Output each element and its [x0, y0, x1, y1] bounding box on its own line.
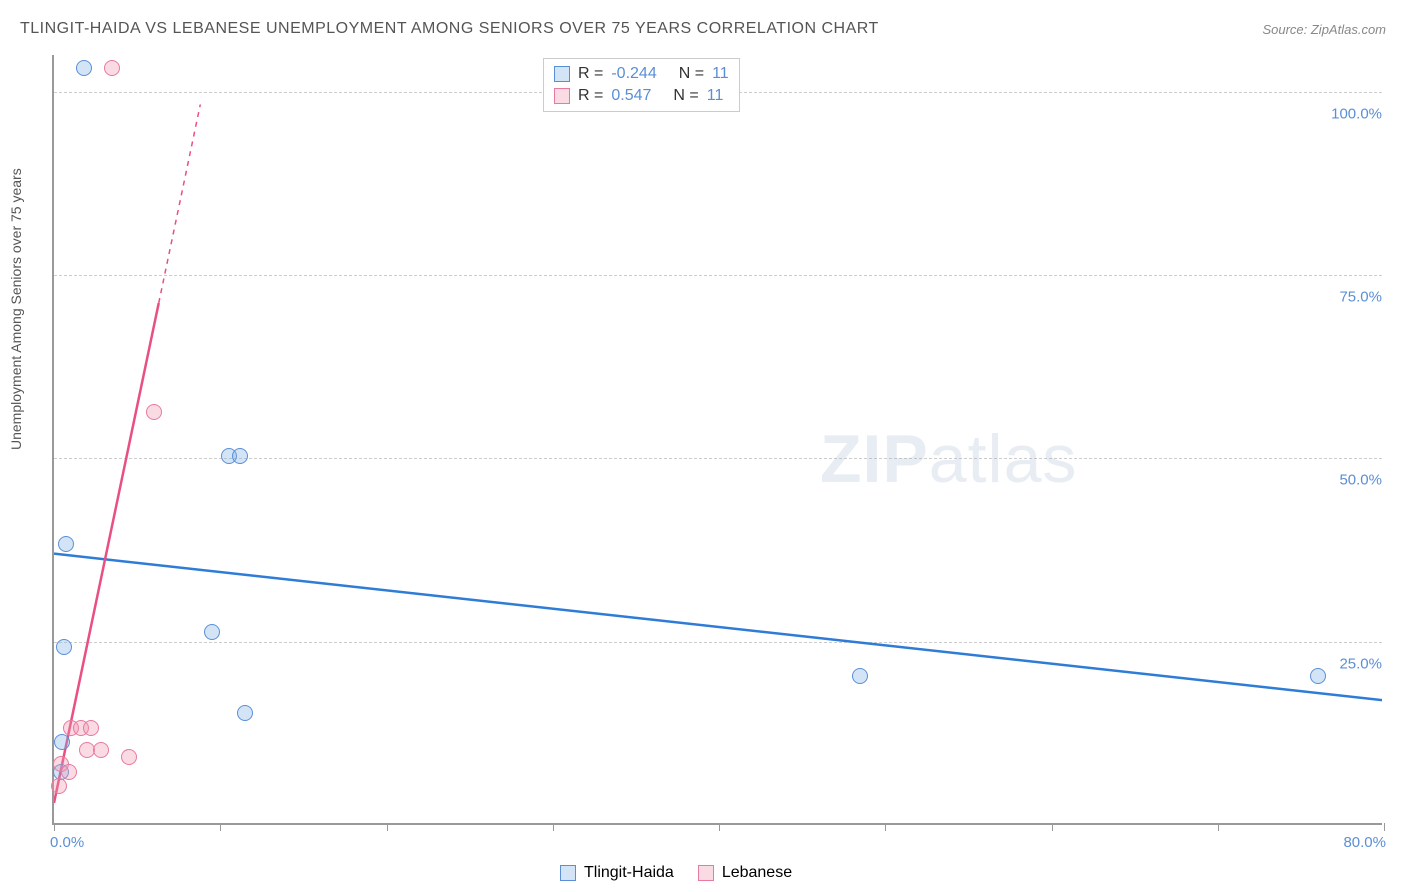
x-tick [719, 823, 720, 831]
x-tick [54, 823, 55, 831]
n-label: N = [679, 65, 704, 83]
data-point [852, 668, 868, 684]
n-label: N = [673, 87, 698, 105]
correlation-legend: R = -0.244 N = 11 R = 0.547 N = 11 [543, 58, 740, 112]
x-tick [387, 823, 388, 831]
y-tick-label: 75.0% [1337, 289, 1384, 306]
x-tick [553, 823, 554, 831]
data-point [146, 404, 162, 420]
data-point [83, 720, 99, 736]
plot-area: 25.0%50.0%75.0%100.0%0.0%80.0% [52, 55, 1382, 825]
legend-label: Lebanese [722, 864, 792, 882]
legend-swatch [698, 865, 714, 881]
data-point [58, 536, 74, 552]
x-tick [220, 823, 221, 831]
data-point [61, 764, 77, 780]
n-value: 11 [707, 87, 724, 105]
y-tick-label: 100.0% [1329, 105, 1384, 122]
legend-swatch [554, 88, 570, 104]
r-label: R = [578, 65, 603, 83]
x-tick [885, 823, 886, 831]
x-tick-label: 80.0% [1343, 834, 1386, 851]
y-tick-label: 25.0% [1337, 655, 1384, 672]
data-point [104, 60, 120, 76]
data-point [237, 705, 253, 721]
legend-swatch [560, 865, 576, 881]
data-point [54, 734, 70, 750]
data-point [232, 448, 248, 464]
legend-row: R = 0.547 N = 11 [554, 85, 729, 107]
data-point [51, 778, 67, 794]
gridline [54, 458, 1382, 459]
data-point [204, 624, 220, 640]
legend-item: Tlingit-Haida [560, 864, 674, 882]
series-legend: Tlingit-Haida Lebanese [560, 864, 792, 882]
data-point [56, 639, 72, 655]
r-value: -0.244 [611, 65, 656, 83]
r-value: 0.547 [611, 87, 651, 105]
y-axis-label: Unemployment Among Seniors over 75 years [8, 168, 24, 450]
gridline [54, 642, 1382, 643]
x-tick-label: 0.0% [50, 834, 84, 851]
legend-label: Tlingit-Haida [584, 864, 674, 882]
legend-swatch [554, 66, 570, 82]
r-label: R = [578, 87, 603, 105]
data-point [121, 749, 137, 765]
data-point [76, 60, 92, 76]
legend-row: R = -0.244 N = 11 [554, 63, 729, 85]
source-attribution: Source: ZipAtlas.com [1262, 22, 1386, 37]
data-point [93, 742, 109, 758]
x-tick [1052, 823, 1053, 831]
gridline [54, 275, 1382, 276]
legend-item: Lebanese [698, 864, 792, 882]
chart-title: TLINGIT-HAIDA VS LEBANESE UNEMPLOYMENT A… [20, 20, 879, 38]
x-tick [1218, 823, 1219, 831]
trend-lines [54, 55, 1382, 823]
x-tick [1384, 823, 1385, 831]
data-point [1310, 668, 1326, 684]
y-tick-label: 50.0% [1337, 472, 1384, 489]
n-value: 11 [712, 65, 729, 83]
